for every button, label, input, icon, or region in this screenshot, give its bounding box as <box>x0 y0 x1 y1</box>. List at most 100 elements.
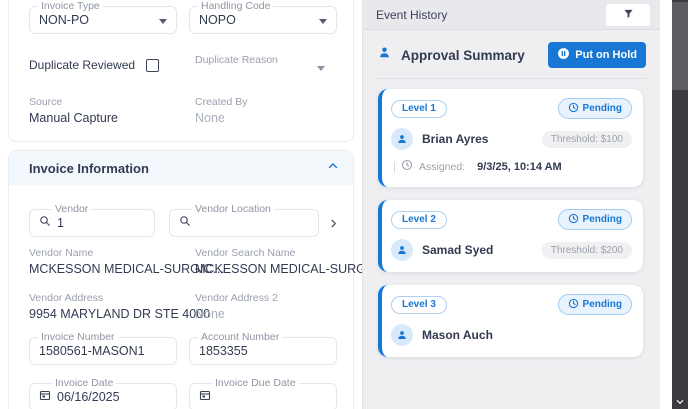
event-history-panel: Event History Approval Summary Put on Ho… <box>362 0 660 409</box>
approver-name: Brian Ayres <box>422 132 489 146</box>
clock-icon <box>568 298 579 312</box>
event-history-header: Event History <box>363 0 660 30</box>
account-number-label: Account Number <box>198 330 283 345</box>
invoice-due-date-label: Invoice Due Date <box>212 376 299 391</box>
invoice-information-section: Invoice Information Vendor 1 Vendor <box>8 150 362 409</box>
scroll-down-button[interactable] <box>672 396 688 408</box>
approval-level-card: Level 1 Pending Brian Ayres Threshold: $… <box>378 89 643 187</box>
vendor-value: 1 <box>57 216 64 230</box>
invoice-information-header[interactable]: Invoice Information <box>9 151 353 185</box>
scrollbar-thumb[interactable] <box>672 2 688 90</box>
calendar-icon[interactable] <box>39 388 51 406</box>
put-on-hold-button[interactable]: Put on Hold <box>548 42 646 68</box>
duplicate-reviewed-group: Duplicate Reviewed <box>29 58 195 72</box>
invoice-date-field[interactable]: Invoice Date 06/16/2025 <box>29 376 177 409</box>
approval-level-card: Level 2 Pending Samad Syed Threshold: $2… <box>378 200 643 272</box>
account-number-value: 1853355 <box>199 344 248 358</box>
chevron-down-icon <box>159 19 167 24</box>
handling-code-label: Handling Code <box>198 0 274 14</box>
vendor-search-name-value: MCKESSON MEDICAL-SURGIC… <box>195 262 362 276</box>
approval-summary-title: Approval Summary <box>401 47 525 63</box>
clock-icon <box>568 213 579 227</box>
threshold-badge: Threshold: $200 <box>541 241 632 259</box>
pause-circle-icon <box>557 47 570 63</box>
vendor-location-label: Vendor Location <box>192 202 274 217</box>
invoice-type-select[interactable]: Invoice Type NON-PO <box>29 0 177 34</box>
vendor-name-row: Vendor Name MCKESSON MEDICAL-SURGIC… Ven… <box>29 247 362 276</box>
invoice-information-title: Invoice Information <box>29 160 149 176</box>
invoice-type-label: Invoice Type <box>38 0 103 14</box>
type-code-row: Invoice Type NON-PO Handling Code NOPO <box>29 0 341 34</box>
chevron-down-icon <box>319 19 327 24</box>
person-icon <box>377 45 392 65</box>
chevron-up-icon[interactable] <box>327 159 339 177</box>
source-value: Manual Capture <box>29 111 118 125</box>
card-body: Mason Auch <box>391 324 632 346</box>
status-badge: Pending <box>557 98 632 119</box>
invoice-type-value: NON-PO <box>39 13 89 27</box>
number-row: Invoice Number 1580561-MASON1 Account Nu… <box>29 330 341 365</box>
card-head: Level 3 Pending <box>391 294 632 315</box>
source-label: Source <box>29 96 63 108</box>
status-badge: Pending <box>557 294 632 315</box>
account-number-field[interactable]: Account Number 1853355 <box>189 330 337 365</box>
created-by-value: None <box>195 111 225 125</box>
handling-code-value: NOPO <box>199 13 236 27</box>
chevron-right-icon[interactable] <box>328 218 339 229</box>
date-row: Invoice Date 06/16/2025 Invoice Due Date <box>29 376 341 409</box>
handling-code-select[interactable]: Handling Code NOPO <box>189 0 337 34</box>
vendor-address-2-label: Vendor Address 2 <box>195 292 278 304</box>
approver-name: Samad Syed <box>422 243 494 257</box>
filter-icon <box>623 7 634 22</box>
status-label: Pending <box>582 103 622 114</box>
search-icon <box>39 214 51 232</box>
duplicate-reason-select[interactable]: Duplicate Reason <box>195 50 341 80</box>
approval-summary-row: Approval Summary Put on Hold <box>363 30 660 78</box>
invoice-date-label: Invoice Date <box>52 376 117 391</box>
clock-icon <box>401 158 413 176</box>
vendor-address-label: Vendor Address <box>29 292 104 304</box>
vendor-address-value: 9954 MARYLAND DR STE 4000 <box>29 307 211 321</box>
avatar <box>391 128 413 150</box>
event-history-title: Event History <box>376 7 448 22</box>
vendor-search-name-label: Vendor Search Name <box>195 247 296 259</box>
panel-gap <box>660 0 672 409</box>
avatar <box>391 324 413 346</box>
source-group: Source Manual Capture <box>29 96 195 125</box>
invoice-number-value: 1580561-MASON1 <box>39 344 145 358</box>
vendor-address-group: Vendor Address 9954 MARYLAND DR STE 4000 <box>29 292 211 321</box>
status-label: Pending <box>582 214 622 225</box>
card-head: Level 2 Pending <box>391 209 632 230</box>
vendor-address-2-group: Vendor Address 2 None <box>195 292 341 321</box>
vendor-name-group: Vendor Name MCKESSON MEDICAL-SURGIC… <box>29 247 225 276</box>
duplicate-row: Duplicate Reviewed Duplicate Reason <box>29 50 341 80</box>
threshold-badge: Threshold: $100 <box>541 130 632 148</box>
duplicate-reason-label: Duplicate Reason <box>195 54 278 66</box>
level-badge: Level 1 <box>391 99 447 118</box>
put-on-hold-label: Put on Hold <box>575 49 637 61</box>
invoice-date-value: 06/16/2025 <box>57 390 120 404</box>
vendor-search-field[interactable]: Vendor 1 <box>29 202 155 237</box>
approval-levels-list: Level 1 Pending Brian Ayres Threshold: $… <box>363 79 660 357</box>
invoice-information-body: Vendor 1 Vendor Location <box>9 185 362 409</box>
invoice-form-panel: Invoice Type NON-PO Handling Code NOPO D… <box>8 0 362 409</box>
vendor-label: Vendor <box>52 202 92 217</box>
vendor-search-name-group: Vendor Search Name MCKESSON MEDICAL-SURG… <box>195 247 362 276</box>
avatar <box>391 239 413 261</box>
created-by-group: Created By None <box>195 96 341 125</box>
assigned-label: Assigned: <box>419 161 466 173</box>
filter-button[interactable] <box>606 3 650 26</box>
vendor-name-label: Vendor Name <box>29 247 94 259</box>
vendor-row: Vendor 1 Vendor Location <box>29 202 341 237</box>
vendor-location-search-field[interactable]: Vendor Location <box>169 202 319 237</box>
vertical-scrollbar[interactable] <box>672 0 688 409</box>
approval-level-card: Level 3 Pending Mason Auch <box>378 285 643 357</box>
duplicate-reviewed-checkbox[interactable] <box>146 58 160 72</box>
level-badge: Level 3 <box>391 295 447 314</box>
calendar-icon[interactable] <box>199 388 211 406</box>
invoice-number-field[interactable]: Invoice Number 1580561-MASON1 <box>29 330 177 365</box>
invoice-due-date-field[interactable]: Invoice Due Date <box>189 376 337 409</box>
status-badge: Pending <box>557 209 632 230</box>
created-by-label: Created By <box>195 96 248 108</box>
